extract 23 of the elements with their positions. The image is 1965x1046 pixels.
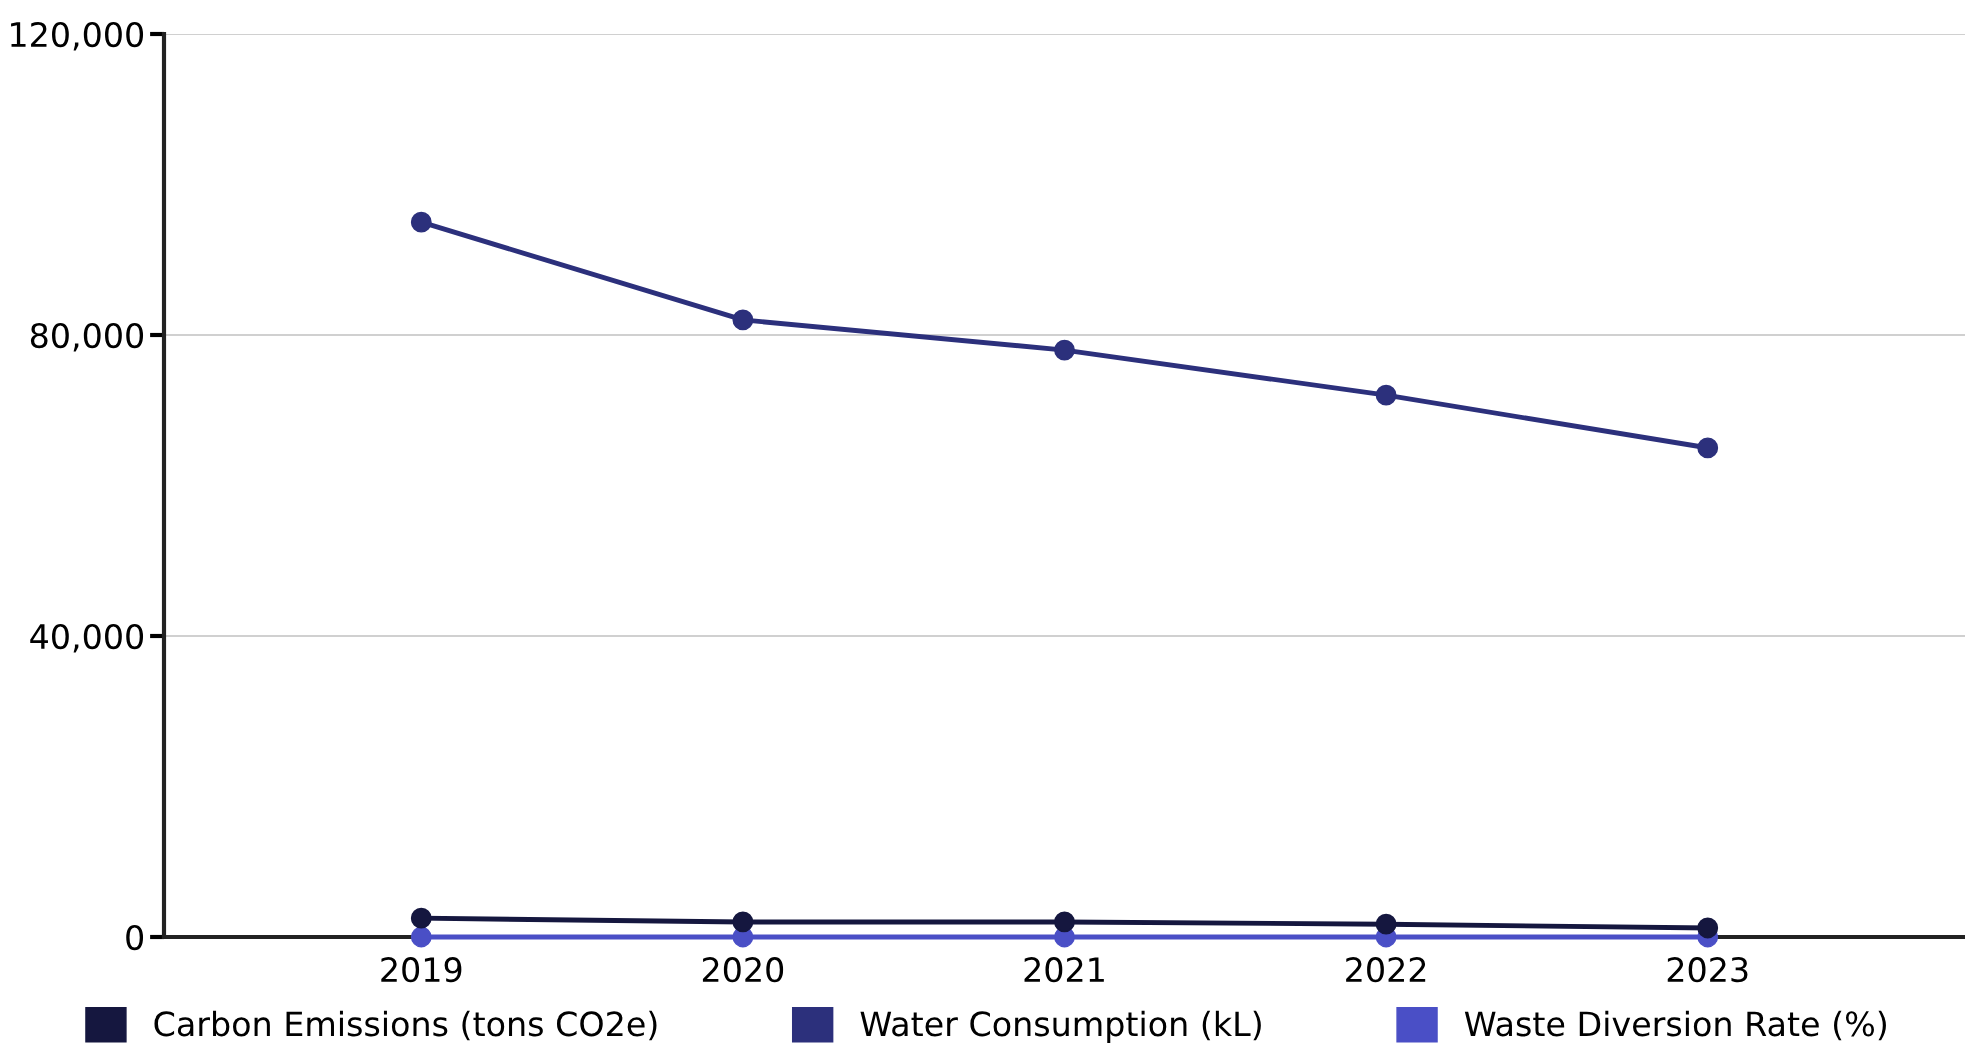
point bbox=[1054, 339, 1075, 361]
x-tick-label: 2021 bbox=[1024, 957, 1104, 983]
point bbox=[1054, 911, 1075, 933]
point bbox=[1375, 913, 1397, 935]
point bbox=[732, 309, 754, 331]
x-tick-label: 2019 bbox=[381, 957, 462, 983]
point bbox=[410, 211, 432, 233]
y-tick-label: 0 bbox=[126, 924, 144, 951]
legend-label: Water Consumption (kL) bbox=[860, 1010, 1261, 1043]
point bbox=[1697, 437, 1719, 459]
point bbox=[410, 926, 432, 948]
x-tick-label: 2022 bbox=[1346, 957, 1426, 983]
y-tick-label: 80,000 bbox=[30, 322, 144, 352]
legend-label: Carbon Emissions (tons CO2e) bbox=[154, 1010, 657, 1041]
x-tick-label: 2023 bbox=[1667, 957, 1748, 983]
y-tick-label: 40,000 bbox=[30, 623, 144, 653]
point bbox=[1697, 917, 1719, 939]
x-tick-label: 2020 bbox=[702, 957, 784, 983]
y-tick-label: 120,000 bbox=[11, 21, 144, 51]
point bbox=[732, 911, 754, 933]
legend-label: Waste Diversion Rate (%) bbox=[1464, 1010, 1886, 1041]
point bbox=[1375, 384, 1397, 406]
point bbox=[410, 907, 432, 929]
